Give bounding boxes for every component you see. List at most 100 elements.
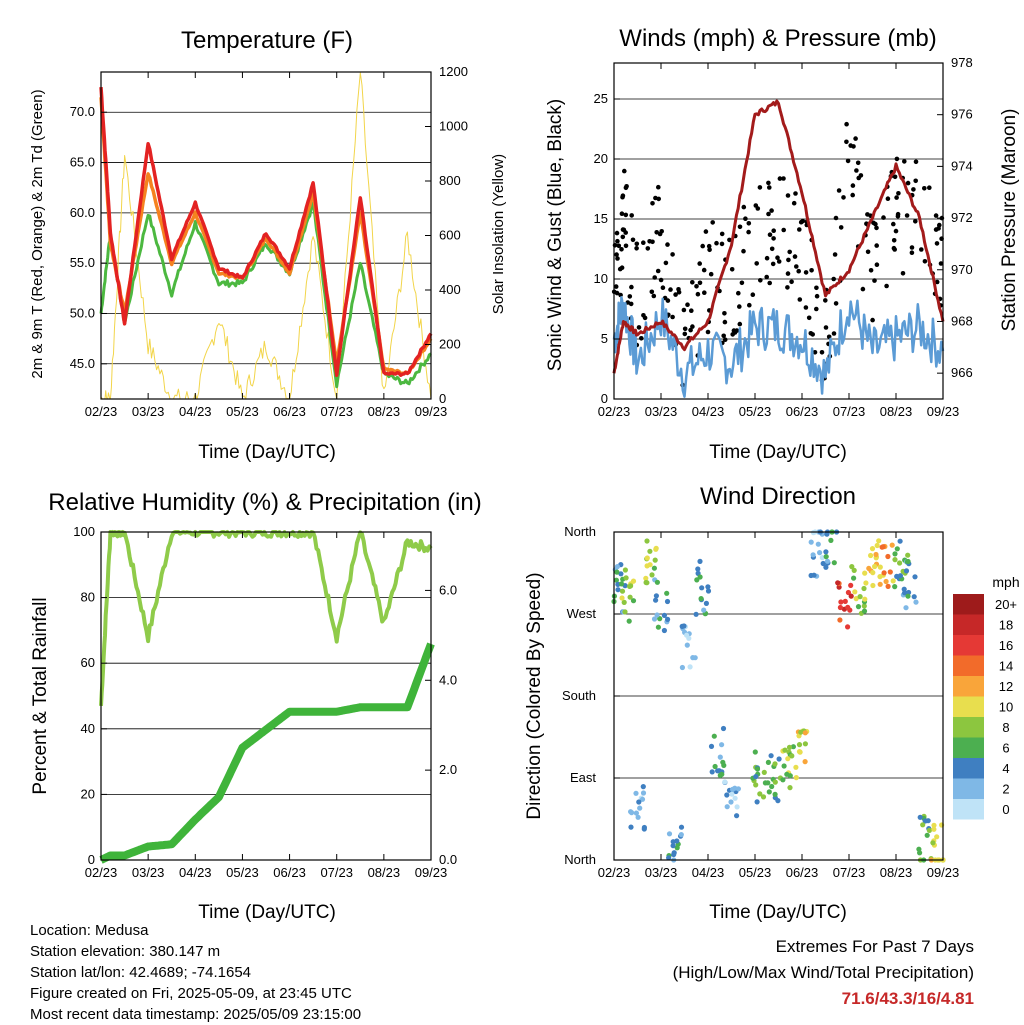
wind-xtick-label: 04/23 [692,404,725,419]
gust-point [702,290,707,296]
wind-frame [613,62,944,400]
wind-direction-point [715,768,721,774]
wdir-ytick-label: North [564,852,596,867]
gust-point [694,284,699,289]
wind-direction-point [880,544,886,550]
wind-direction-point [866,565,872,572]
temp-xtick-label: 08/23 [368,404,401,419]
temp-xtick-label: 04/23 [179,404,212,419]
gust-point [844,139,849,145]
gust-point [619,211,625,216]
gust-point [647,239,652,244]
wind-direction-point [835,580,841,586]
speed-legend-label: 12 [999,679,1013,694]
wind-direction-point [797,749,803,755]
wind-direction-point [768,753,774,759]
gust-point [874,262,880,268]
wind-direction-point [720,725,727,732]
wind-direction-point [842,598,848,605]
speed-legend-label: 6 [1002,741,1009,756]
temp-ytick-label: 50.0 [70,305,95,320]
gust-point [893,228,899,234]
wind-xtick-label: 08/23 [880,404,913,419]
gust-point [614,252,619,257]
gust-point [938,261,944,266]
gust-point [615,238,620,244]
rh-xtick-label: 07/23 [320,865,353,880]
gust-point [803,270,809,275]
wind-direction-point [887,569,893,575]
wind-direction-point [903,568,910,574]
extremes-values: 71.6/43.3/16/4.81 [841,989,974,1008]
temp-ytick-label: 55.0 [70,255,95,270]
gust-point [747,302,752,308]
gust-point [614,230,620,236]
gust-point [797,297,803,302]
wind-direction-point [753,782,759,788]
temp-ytick-right-label: 0 [439,391,446,406]
gust-point [770,261,776,267]
gust-point [727,237,732,243]
wind-direction-point [664,590,670,596]
wind-direction-point [782,747,788,753]
gust-point [831,276,836,282]
wind-direction-point [793,764,799,770]
gust-point [731,328,737,333]
gust-point [892,174,898,180]
wind-xtick-label: 09/23 [927,404,960,419]
gust-point [922,186,927,191]
rh-panel: Relative Humidity (%) & Precipitation (i… [30,489,482,923]
gust-point [668,287,673,292]
wind-direction-point [651,565,658,571]
gust-point [787,249,792,255]
wind-direction-point [924,832,930,838]
gust-point [854,168,859,173]
wind-direction-point [615,587,621,593]
gust-point [781,176,786,181]
temp-ytick-label: 45.0 [70,356,95,371]
wind-direction-point [769,783,775,790]
wind-direction-point [892,557,898,563]
wind-direction-point [635,814,641,820]
wind-direction-point [837,604,844,611]
wind-direction-point [621,599,627,606]
wind-direction-point [665,616,671,623]
wind-direction-point [619,595,625,601]
wind-direction-point [808,572,814,579]
gust-point [791,200,797,206]
wind-direction-point [838,599,844,605]
gust-point [690,280,695,285]
gust-point [737,321,743,327]
solar-insolation-line [100,72,432,400]
speed-legend-swatch [953,799,984,820]
gust-point [615,256,620,261]
wind-direction-point [823,564,829,570]
gust-point [754,261,759,266]
gust-point [776,259,782,264]
temp-ytick-right-label: 1200 [439,64,468,79]
wind-direction-point [897,560,903,566]
gust-point [719,231,725,237]
gust-point [653,195,658,201]
gust-point [729,267,735,272]
wind-direction-point [671,851,677,858]
rh-xtick-label: 09/23 [415,865,448,880]
speed-legend-swatch [953,778,984,799]
temp-xtick-label: 07/23 [320,404,353,419]
temperature-title: Temperature (F) [181,27,353,54]
wind-direction-point [892,584,898,590]
gust-point [767,185,772,190]
extremes-line1: Extremes For Past 7 Days [775,937,974,956]
gust-point [841,195,846,200]
wind-direction-point [892,551,898,557]
wind-direction-point [802,759,808,765]
wind-direction-point [640,784,646,790]
temperature-xlabel: Time (Day/UTC) [198,442,336,463]
gust-point [786,257,791,263]
relative-humidity-line [99,530,433,707]
wind-direction-point [639,796,646,802]
wind-xtick-label: 07/23 [833,404,866,419]
gust-point [663,260,669,266]
wind-direction-point [885,583,891,590]
gust-point [855,160,861,166]
